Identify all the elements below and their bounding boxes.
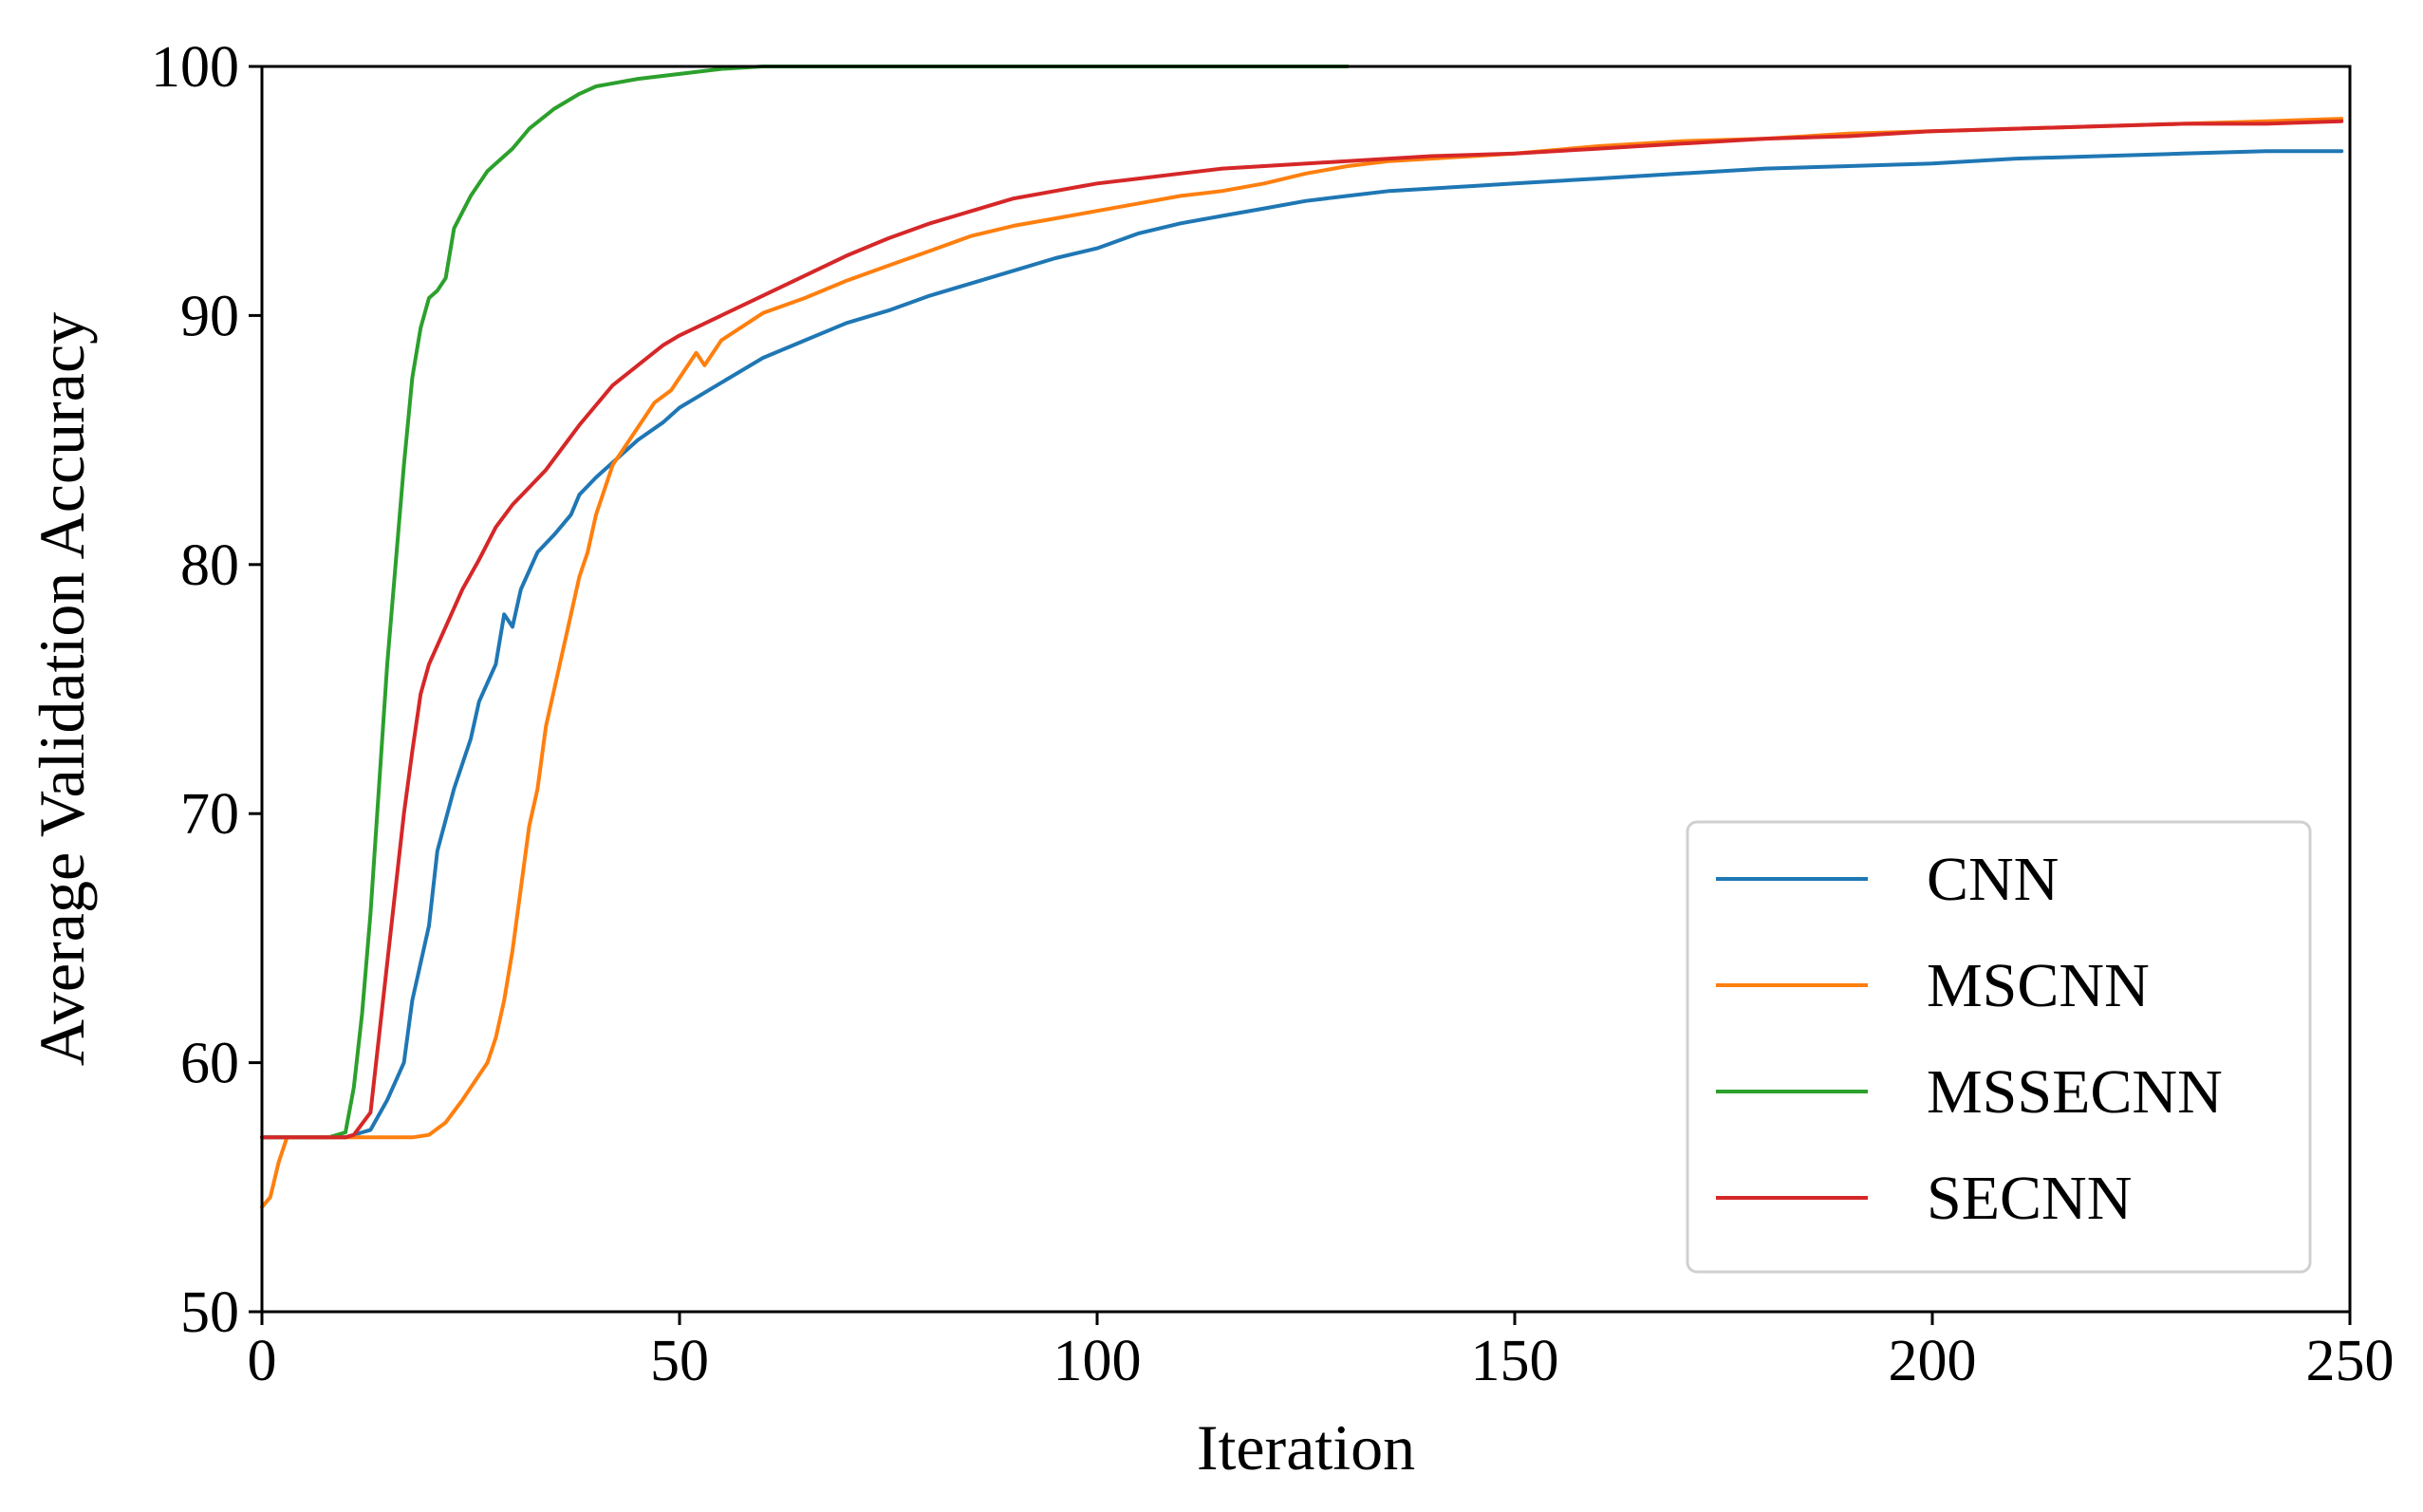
x-tick-label: 0 (248, 1329, 277, 1393)
legend-frame (1686, 820, 2312, 1274)
legend-label-cnn: CNN (1927, 845, 2059, 914)
legend-label-mssecnn: MSSECNN (1927, 1057, 2223, 1127)
x-tick-label: 100 (1053, 1329, 1142, 1393)
x-tick-label: 50 (650, 1329, 709, 1393)
y-tick-label: 60 (180, 1032, 239, 1096)
legend-items: CNN MSCNN MSSECNN SECNN (1716, 845, 2223, 1233)
x-tick-label: 250 (2306, 1329, 2395, 1393)
y-axis-ticks: 50 60 70 80 90 100 (151, 35, 262, 1345)
plot-frame (260, 65, 2352, 1314)
x-tick-label: 200 (1889, 1329, 1977, 1393)
y-tick-label: 100 (151, 35, 239, 100)
legend-label-secnn: SECNN (1927, 1164, 2132, 1233)
y-tick-label: 50 (180, 1280, 239, 1345)
series-line-secnn (260, 119, 2344, 1140)
series-layer (260, 65, 2344, 1209)
y-tick-label: 90 (180, 284, 239, 348)
x-tick-label: 150 (1471, 1329, 1559, 1393)
x-axis-ticks: 0 50 100 150 200 250 (248, 1312, 2395, 1393)
series-line-cnn (260, 149, 2344, 1140)
series-line-mssecnn (260, 65, 1350, 1140)
y-tick-label: 70 (180, 782, 239, 847)
legend: CNN MSCNN MSSECNN SECNN (1686, 820, 2312, 1274)
y-tick-label: 80 (180, 533, 239, 598)
legend-label-mscnn: MSCNN (1927, 951, 2150, 1020)
x-axis-label: Iteration (1197, 1411, 1415, 1484)
y-axis-label: Average Validation Accuracy (26, 312, 98, 1066)
